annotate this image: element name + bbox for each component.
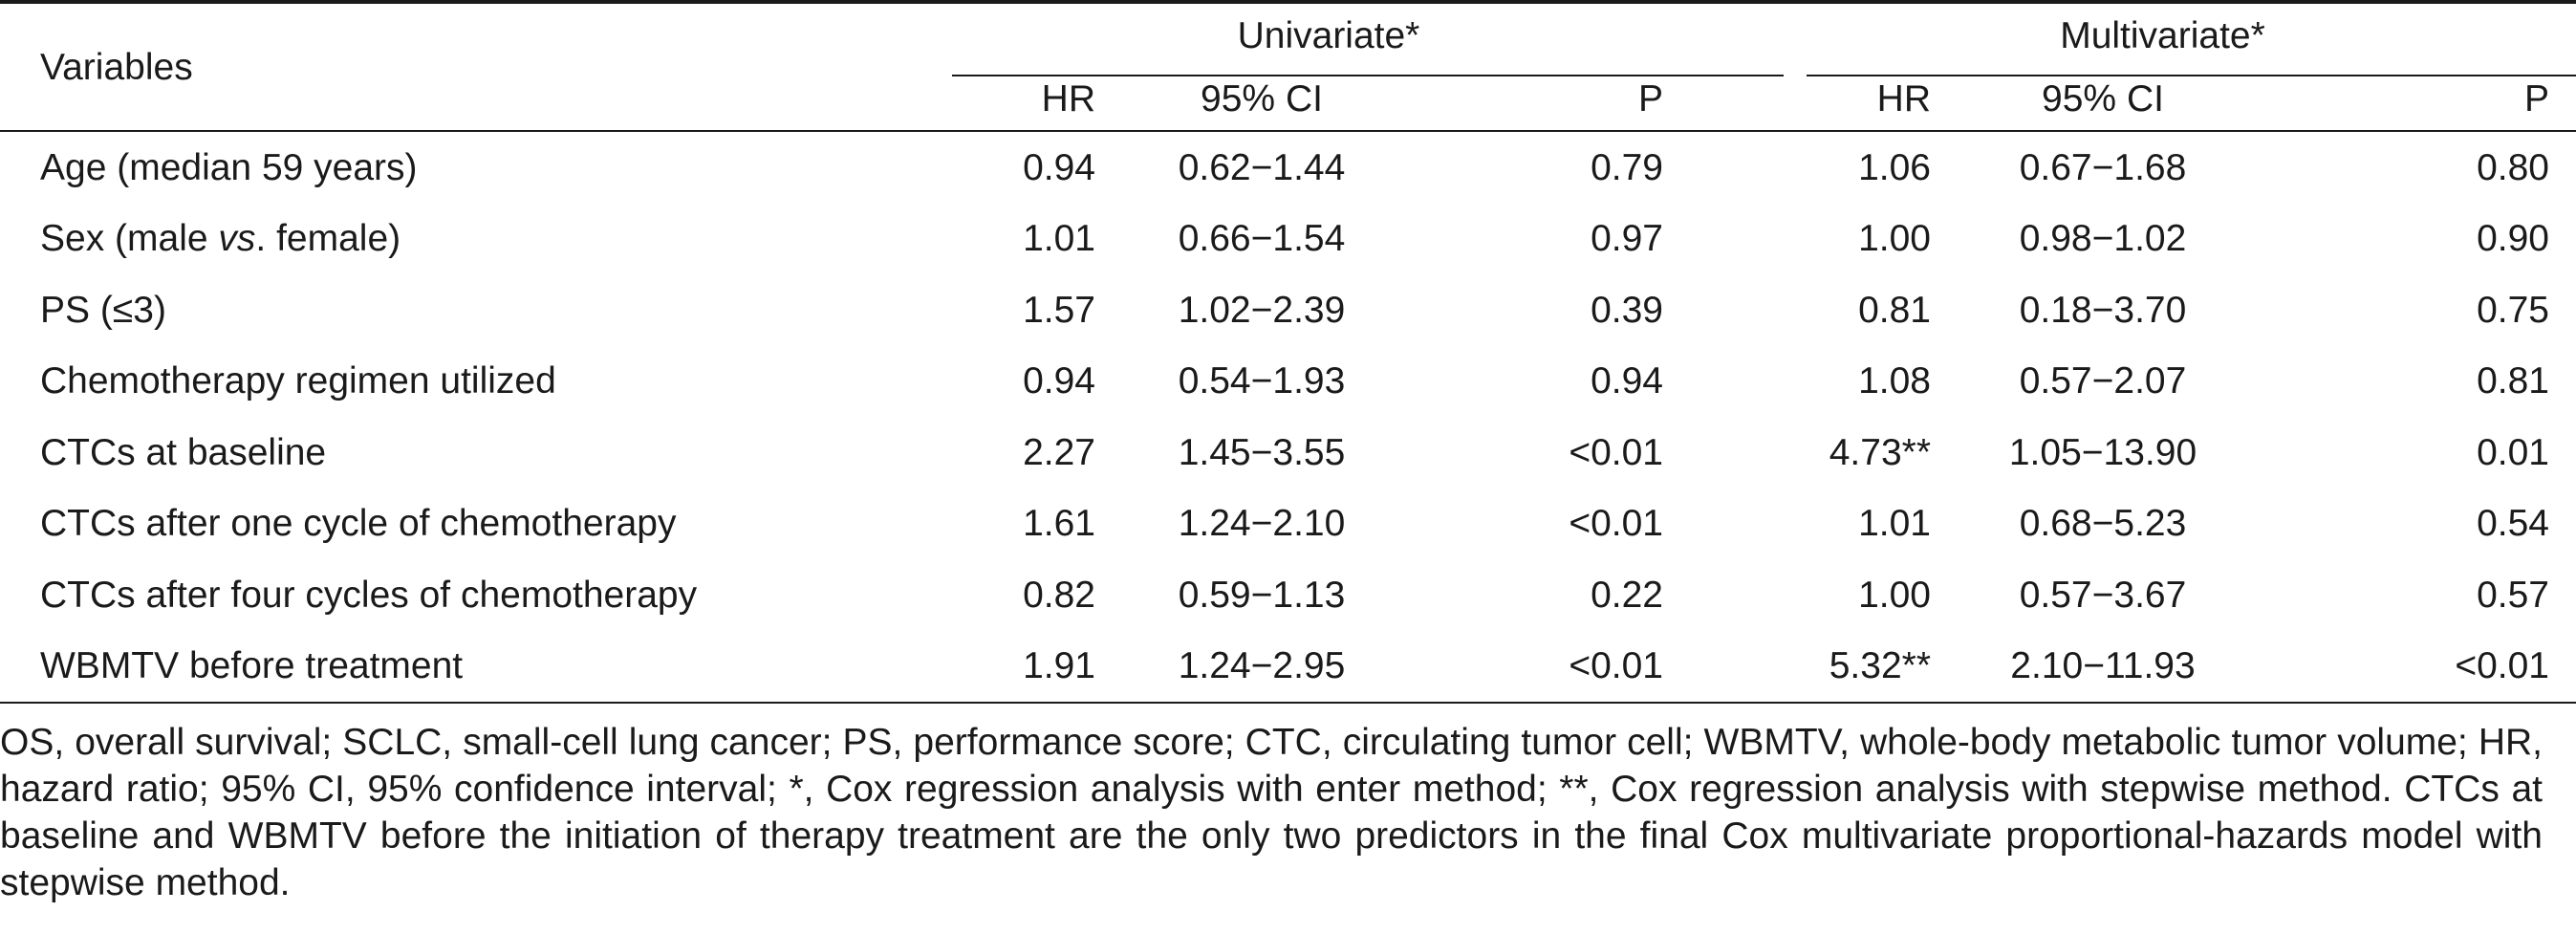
uni-hr-cell: 0.94 [1023,360,1095,402]
table-row: CTCs after four cycles of chemotherapy 0… [0,559,2576,631]
uni-ci-cell: 1.24−2.10 [1178,503,1346,545]
uni-p-cell: 0.79 [1591,146,1663,188]
variable-cell: CTCs after four cycles of chemotherapy [40,574,698,616]
table-row: CTCs after one cycle of chemotherapy 1.6… [0,489,2576,560]
variable-cell: Age (median 59 years) [40,146,418,188]
cox-regression-table: Variables Univariate* Multivariate* HR 9… [0,0,2576,703]
multi-hr-cell: 4.73** [1829,431,1931,473]
uni-p-cell: <0.01 [1569,645,1663,687]
univariate-group-rule [952,75,1784,76]
uni-hr-header: HR [1041,77,1095,119]
multi-ci-header: 95% CI [2042,77,2164,119]
uni-hr-cell: 2.27 [1023,431,1095,473]
uni-ci-cell: 0.54−1.93 [1178,360,1346,402]
uni-hr-cell: 0.82 [1023,574,1095,616]
uni-p-cell: 0.97 [1591,218,1663,260]
uni-ci-cell: 0.59−1.13 [1178,574,1346,616]
uni-p-cell: 0.22 [1591,574,1663,616]
table-row: CTCs at baseline 2.27 1.45−3.55 <0.01 4.… [0,417,2576,489]
variable-prefix: Sex (male [40,218,219,260]
variable-italic: vs [218,218,256,260]
multi-p-cell: 0.75 [2477,289,2549,331]
variable-cell: Sex (male vs. female) [0,204,946,275]
multi-ci-cell: 0.98−1.02 [2019,218,2187,260]
table-row: PS (≤3) 1.57 1.02−2.39 0.39 0.81 0.18−3.… [0,274,2576,346]
multi-ci-cell: 0.18−3.70 [2019,289,2187,331]
univariate-header: Univariate* [1237,14,1420,56]
multi-ci-cell: 0.57−3.67 [2019,574,2187,616]
multi-p-cell: 0.80 [2477,146,2549,188]
multi-p-cell: <0.01 [2455,645,2549,687]
uni-ci-header: 95% CI [1201,77,1323,119]
uni-hr-cell: 0.94 [1023,146,1095,188]
uni-p-cell: 0.94 [1591,360,1663,402]
variables-header: Variables [40,46,193,88]
multivariate-group-rule [1807,75,2576,76]
uni-hr-cell: 1.01 [1023,218,1095,260]
multi-hr-cell: 1.00 [1858,218,1931,260]
multi-hr-cell: 1.01 [1858,503,1931,545]
multi-ci-cell: 0.68−5.23 [2019,503,2187,545]
multi-p-cell: 0.57 [2477,574,2549,616]
multi-hr-cell: 1.00 [1858,574,1931,616]
uni-ci-cell: 0.66−1.54 [1178,218,1346,260]
variable-cell: CTCs after one cycle of chemotherapy [40,503,677,545]
multi-p-cell: 0.01 [2477,431,2549,473]
table-footnote: OS, overall survival; SCLC, small-cell l… [0,722,2543,903]
variable-cell: Chemotherapy regimen utilized [40,360,556,402]
multi-ci-cell: 2.10−11.93 [2010,645,2196,687]
multi-hr-cell: 5.32** [1829,645,1931,687]
uni-hr-cell: 1.91 [1023,645,1095,687]
uni-ci-cell: 0.62−1.44 [1178,146,1346,188]
multi-p-cell: 0.90 [2477,218,2549,260]
multi-hr-cell: 1.08 [1858,360,1931,402]
variable-suffix: . female) [255,218,401,260]
uni-p-header: P [1637,77,1663,119]
uni-ci-cell: 1.02−2.39 [1178,289,1346,331]
multi-hr-cell: 1.06 [1858,146,1931,188]
multivariate-header: Multivariate* [2060,14,2265,56]
uni-p-cell: 0.39 [1591,289,1663,331]
variable-cell: WBMTV before treatment [40,645,464,687]
uni-hr-cell: 1.61 [1023,503,1095,545]
results-table-container: Variables Univariate* Multivariate* HR 9… [0,0,2576,703]
uni-ci-cell: 1.45−3.55 [1178,431,1346,473]
multi-p-header: P [2523,77,2549,119]
uni-hr-cell: 1.57 [1023,289,1095,331]
uni-p-cell: <0.01 [1569,503,1663,545]
multi-p-cell: 0.81 [2477,360,2549,402]
table-row: Sex (male vs. female) 1.01 0.66−1.54 0.9… [0,204,2576,275]
table-row: Chemotherapy regimen utilized 0.94 0.54−… [0,346,2576,418]
variable-cell: PS (≤3) [40,289,166,331]
multi-p-cell: 0.54 [2477,503,2549,545]
table-row: Age (median 59 years) 0.94 0.62−1.44 0.7… [0,131,2576,204]
uni-ci-cell: 1.24−2.95 [1178,645,1346,687]
multi-ci-cell: 1.05−13.90 [2008,431,2197,473]
multi-ci-cell: 0.67−1.68 [2019,146,2187,188]
variable-cell: CTCs at baseline [40,431,327,473]
multi-ci-cell: 0.57−2.07 [2019,360,2187,402]
multi-hr-header: HR [1876,77,1931,119]
uni-p-cell: <0.01 [1569,431,1663,473]
table-row: WBMTV before treatment 1.91 1.24−2.95 <0… [0,631,2576,703]
multi-hr-cell: 0.81 [1858,289,1931,331]
